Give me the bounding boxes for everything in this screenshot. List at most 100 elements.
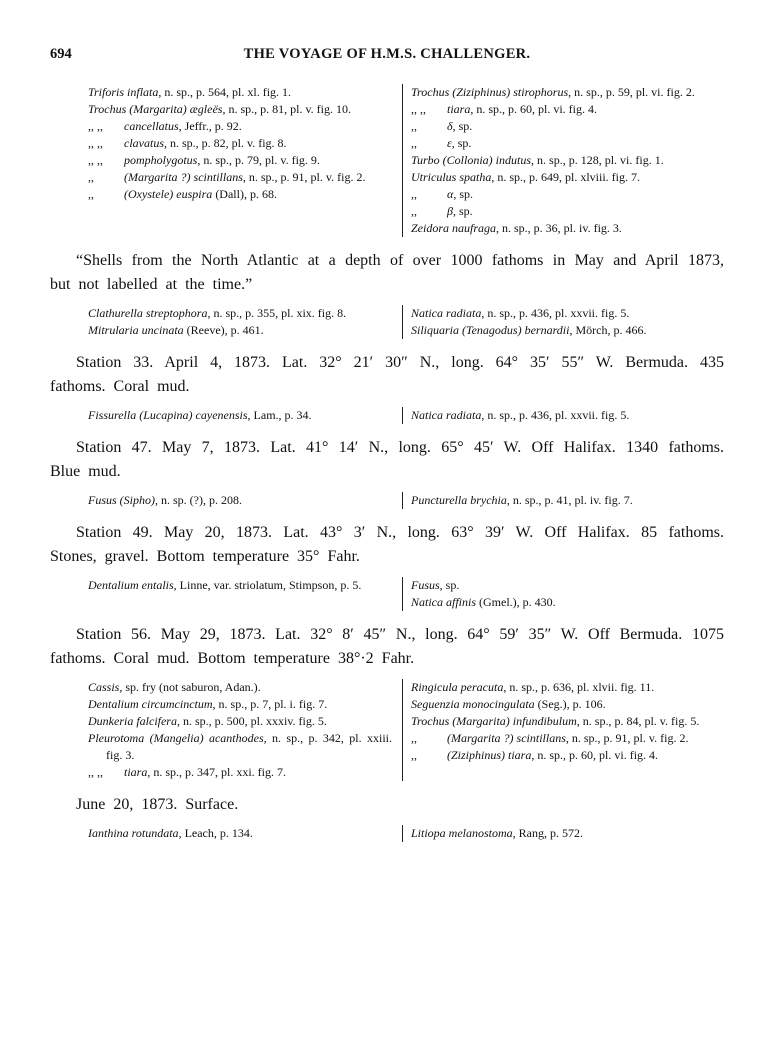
species-column: Dentalium entalis, Linne, var. striolatu…	[88, 577, 402, 611]
species-entry: ,, ,, tiara, n. sp., p. 347, pl. xxi. fig…	[88, 764, 392, 781]
reference: , n. sp., p. 36, pl. iv. fig. 3.	[496, 221, 622, 235]
species-entry: ,, ε, sp.	[411, 135, 716, 152]
reference: , n. sp., p. 81, pl. v. fig. 10.	[222, 102, 352, 116]
species-columns: Cassis, sp. fry (not saburon, Adan.). Den…	[50, 679, 724, 781]
species-entry: Cassis, sp. fry (not saburon, Adan.).	[88, 679, 392, 696]
species-entry: ,, (Oxystele) euspira (Dall), p. 68.	[88, 186, 392, 203]
species-entry: Utriculus spatha, n. sp., p. 649, pl. xl…	[411, 169, 716, 186]
body: Triforis inflata, n. sp., p. 564, pl. xl…	[50, 84, 724, 842]
species-name: Natica radiata	[411, 306, 482, 320]
species-entry: ,, (Margarita ?) scintillans, n. sp., p. …	[411, 730, 716, 747]
species-name: pompholygotus	[124, 153, 198, 167]
reference: , n. sp., p. 128, pl. vi. fig. 1.	[531, 153, 664, 167]
species-columns: Fissurella (Lucapina) cayenensis, Lam., …	[50, 407, 724, 424]
reference: , n. sp., p. 636, pl. xlvii. fig. 11.	[503, 680, 655, 694]
species-name: α	[447, 187, 454, 201]
species-name: tiara	[447, 102, 471, 116]
reference: , n. sp., p. 91, pl. v. fig. 2.	[242, 170, 366, 184]
species-column: Litiopa melanostoma, Rang, p. 572.	[402, 825, 716, 842]
ditto-mark: ,, ,,	[88, 153, 103, 167]
species-entry: ,, (Ziziphinus) tiara, n. sp., p. 60, pl.…	[411, 747, 716, 764]
species-name: (Oxystele) euspira	[124, 187, 213, 201]
section-heading: “Shells from the North Atlantic at a dep…	[50, 252, 724, 293]
section: Station 56. May 29, 1873. Lat. 32° 8′ 45…	[50, 623, 724, 781]
reference: , n. sp., p. 60, pl. vi. fig. 4.	[531, 748, 659, 762]
species-entry: ,, ,, cancellatus, Jeffr., p. 92.	[88, 118, 392, 135]
species-entry: Seguenzia monocingulata (Seg.), p. 106.	[411, 696, 716, 713]
ditto-mark: ,,	[411, 204, 417, 218]
ditto-mark: ,,	[411, 731, 417, 745]
section-heading: Station 33. April 4, 1873. Lat. 32° 21′ …	[50, 354, 724, 395]
species-entry: Mitrularia uncinata (Reeve), p. 461.	[88, 322, 392, 339]
section-heading: Station 49. May 20, 1873. Lat. 43° 3′ N.…	[50, 524, 724, 565]
species-name: ε	[447, 136, 452, 150]
species-column: Trochus (Ziziphinus) stirophorus , n. sp.…	[402, 84, 716, 237]
species-name: Dentalium entalis	[88, 578, 174, 592]
reference: , n. sp., p. 82, pl. v. fig. 8.	[164, 136, 287, 150]
species-name: Seguenzia monocingulata	[411, 697, 535, 711]
reference: , n. sp., p. 347, pl. xxi. fig. 7.	[147, 765, 287, 779]
species-entry: Fusus (Sipho), n. sp. (?), p. 208.	[88, 492, 392, 509]
reference: (Seg.), p. 106.	[534, 697, 606, 711]
species-columns: Dentalium entalis, Linne, var. striolatu…	[50, 577, 724, 611]
species-column: Natica radiata, n. sp., p. 436, pl. xxvi…	[402, 407, 716, 424]
species-column: Cassis, sp. fry (not saburon, Adan.). Den…	[88, 679, 402, 781]
species-name: Trochus (Ziziphinus) stirophorus	[411, 85, 569, 99]
species-entry: ,, ,, clavatus, n. sp., p. 82, pl. v. fig…	[88, 135, 392, 152]
reference: (Reeve), p. 461.	[183, 323, 264, 337]
reference: , n. sp., p. 60, pl. vi. fig. 4.	[470, 102, 598, 116]
species-name: Pleurotoma (Mangelia) acanthodes	[88, 731, 264, 745]
species-columns: Fusus (Sipho), n. sp. (?), p. 208. Punctu…	[50, 492, 724, 509]
species-entry: ,, ,, tiara, n. sp., p. 60, pl. vi. fig. …	[411, 101, 716, 118]
reference: (Dall), p. 68.	[212, 187, 277, 201]
species-name: Fusus	[411, 578, 440, 592]
species-columns: Clathurella streptophora, n. sp., p. 355…	[50, 305, 724, 339]
species-name: Dentalium circumcinctum	[88, 697, 213, 711]
species-entry: ,, β, sp.	[411, 203, 716, 220]
species-entry: Natica affinis (Gmel.), p. 430.	[411, 594, 716, 611]
reference: (Gmel.), p. 430.	[476, 595, 556, 609]
species-name: Ringicula peracuta	[411, 680, 504, 694]
ditto-mark: ,,	[88, 187, 94, 201]
section: Triforis inflata, n. sp., p. 564, pl. xl…	[50, 84, 724, 237]
species-entry: Litiopa melanostoma, Rang, p. 572.	[411, 825, 716, 842]
page-number: 694	[50, 46, 72, 62]
species-entry: Ringicula peracuta, n. sp., p. 636, pl. …	[411, 679, 716, 696]
header: 694 THE VOYAGE OF H.M.S. CHALLENGER.	[50, 46, 724, 72]
species-entry: Natica radiata, n. sp., p. 436, pl. xxvi…	[411, 407, 716, 424]
species-name: tiara	[124, 765, 148, 779]
species-name: Zeidora naufraga	[411, 221, 497, 235]
reference: , Jeffr., p. 92.	[178, 119, 242, 133]
species-name: Puncturella brychia	[411, 493, 507, 507]
species-name: Natica radiata	[411, 408, 482, 422]
reference: , n. sp., p. 355, pl. xix. fig. 8.	[207, 306, 347, 320]
ditto-mark: ,, ,,	[88, 136, 103, 150]
species-entry: Dentalium entalis, Linne, var. striolatu…	[88, 577, 392, 594]
species-column: Puncturella brychia, n. sp., p. 41, pl. …	[402, 492, 716, 509]
reference: , n. sp., p. 79, pl. v. fig. 9.	[197, 153, 320, 167]
species-entry: Clathurella streptophora, n. sp., p. 355…	[88, 305, 392, 322]
species-entry: Puncturella brychia, n. sp., p. 41, pl. …	[411, 492, 716, 509]
reference: , sp.	[452, 119, 473, 133]
ditto-mark: ,, ,,	[411, 102, 426, 116]
species-column: Fusus, sp. Natica affinis (Gmel.), p. 430…	[402, 577, 716, 611]
species-name: δ	[447, 119, 453, 133]
reference: , n. sp., p. 500, pl. xxxiv. fig. 5.	[176, 714, 327, 728]
section-heading: Station 56. May 29, 1873. Lat. 32° 8′ 45…	[50, 626, 724, 667]
species-name: (Margarita ?) scintillans	[447, 731, 566, 745]
species-name: Cassis	[88, 680, 120, 694]
section: Station 49. May 20, 1873. Lat. 43° 3′ N.…	[50, 521, 724, 611]
reference: , n. sp. (?), p. 208.	[155, 493, 242, 507]
species-entry: Fissurella (Lucapina) cayenensis, Lam., …	[88, 407, 392, 424]
section: “Shells from the North Atlantic at a dep…	[50, 249, 724, 339]
species-name: Clathurella streptophora	[88, 306, 208, 320]
reference: , Mörch, p. 466.	[569, 323, 647, 337]
reference: , n. sp., p. 342, pl. xxiii. fig. 3.	[106, 731, 392, 762]
species-name: Utriculus spatha	[411, 170, 492, 184]
ditto-mark: ,, ,,	[88, 765, 103, 779]
species-name: Fusus (Sipho)	[88, 493, 155, 507]
species-entry: Trochus (Margarita) ægleës, n. sp., p. 8…	[88, 101, 392, 118]
reference: , n. sp., p. 436, pl. xxvii. fig. 5.	[481, 408, 630, 422]
section: June 20, 1873. Surface. Ianthina rotundat…	[50, 793, 724, 842]
species-columns: Triforis inflata, n. sp., p. 564, pl. xl…	[50, 84, 724, 237]
